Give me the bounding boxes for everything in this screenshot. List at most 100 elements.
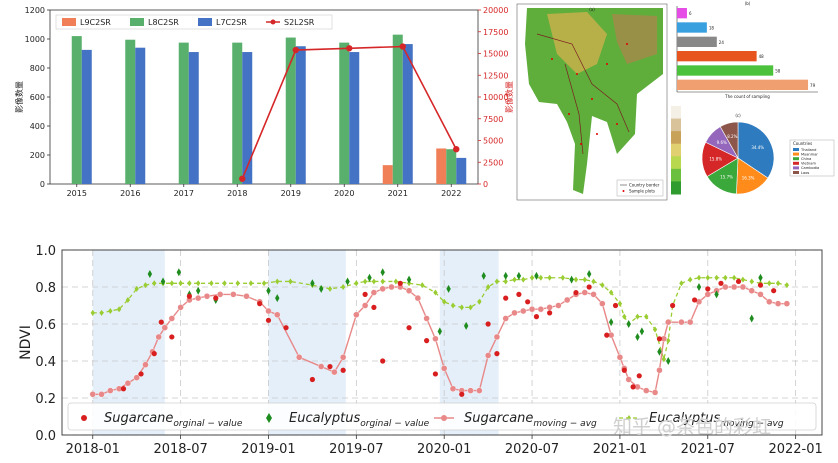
point-sugarcane-original <box>169 334 175 340</box>
point-eucalyptus-original <box>160 277 166 286</box>
point-eucalyptus-avg <box>560 274 566 281</box>
point-sugarcane-avg <box>216 291 224 298</box>
map-legend-label: Sample plots <box>629 189 655 194</box>
point-eucalyptus-avg <box>731 274 737 281</box>
point-sugarcane-avg <box>511 309 518 317</box>
point-sugarcane-original <box>327 363 333 370</box>
point-eucalyptus-original <box>503 271 508 280</box>
bar-L7C2SR <box>81 49 92 184</box>
point-eucalyptus-original <box>481 271 486 280</box>
point-eucalyptus-avg <box>477 298 482 305</box>
y-tick-label: 800 <box>30 64 45 73</box>
point-eucalyptus-avg <box>538 274 544 281</box>
point-sugarcane-avg <box>546 304 553 311</box>
pie-slice-label: 8.2% <box>727 134 737 139</box>
point-sugarcane-avg <box>581 289 588 296</box>
point-sugarcane-original <box>604 332 610 338</box>
plot-frame <box>61 249 823 436</box>
point-eucalyptus-avg <box>362 278 368 285</box>
hbar <box>677 36 717 47</box>
map-panel-label: (a) <box>589 7 595 12</box>
pie-legend-swatch <box>793 166 799 170</box>
y-tick-label: 0.6 <box>35 318 56 333</box>
point-eucalyptus-avg <box>261 280 267 287</box>
pie-legend-label: Vietnam <box>801 162 816 166</box>
hbar-value: 18 <box>709 26 715 31</box>
point-sugarcane-avg <box>265 307 272 315</box>
point-eucalyptus-original <box>749 314 754 323</box>
point-sugarcane-original <box>718 280 724 286</box>
map-legend-box <box>616 179 664 197</box>
point-sugarcane-avg <box>194 294 202 302</box>
point-eucalyptus-original <box>266 286 271 295</box>
point-sugarcane-original <box>158 319 164 325</box>
y2-tick-label: 15000 <box>483 50 508 59</box>
y2-tick-label: 20000 <box>483 6 508 15</box>
point-sugarcane-original <box>621 367 627 373</box>
elevation-colorbar-segment <box>671 181 681 195</box>
y-tick-label: 1200 <box>25 6 45 15</box>
legend-swatch <box>627 415 631 421</box>
point-sugarcane-avg <box>651 389 659 396</box>
point-sugarcane-original <box>485 321 491 327</box>
point-eucalyptus-avg <box>393 278 399 285</box>
point-eucalyptus-avg <box>99 309 104 316</box>
y-tick-label: 0.0 <box>35 429 56 444</box>
point-sugarcane-original <box>340 367 346 373</box>
pie-legend-label: Cambodia <box>801 166 819 170</box>
point-sugarcane-original <box>494 351 500 357</box>
point-sugarcane-avg <box>704 291 711 298</box>
point-sugarcane-avg <box>98 391 105 398</box>
point-sugarcane-avg <box>687 318 694 326</box>
point-eucalyptus-avg <box>380 278 385 285</box>
point-eucalyptus-original <box>534 271 539 280</box>
point-sugarcane-avg <box>774 300 782 307</box>
point-eucalyptus-original <box>714 290 719 299</box>
legend-label: Eucalyptusmoving − avg <box>649 411 784 429</box>
point-eucalyptus-avg <box>134 285 139 292</box>
point-eucalyptus-avg <box>420 282 425 289</box>
point-eucalyptus-original <box>516 271 522 280</box>
point-eucalyptus-avg <box>591 278 596 285</box>
bar-L9C2SR <box>382 165 393 184</box>
point-sugarcane-avg <box>361 302 369 309</box>
point-eucalyptus-original <box>657 347 662 356</box>
pie-slice <box>719 121 739 160</box>
point-eucalyptus-avg <box>485 284 491 290</box>
point-sugarcane-avg <box>243 293 250 300</box>
point-sugarcane-original <box>186 293 192 299</box>
point-eucalyptus-avg <box>635 313 640 320</box>
map-border <box>536 33 630 133</box>
y-tick-label: 400 <box>30 122 45 131</box>
point-eucalyptus-avg <box>222 280 227 287</box>
y-tick-label: 1000 <box>25 35 45 44</box>
map-sample-plot <box>616 123 618 125</box>
point-eucalyptus-avg <box>529 274 535 281</box>
point-sugarcane-avg <box>296 354 303 361</box>
pie-slice-label: 15.7% <box>720 175 733 180</box>
bar-L8C2SR <box>71 36 82 184</box>
point-eucalyptus-avg <box>666 337 671 344</box>
pie-legend-label: Laos <box>801 171 809 175</box>
hbar-x-axis-label: The count of sampling <box>724 94 770 99</box>
pie-slice-label: 9.6% <box>717 140 727 145</box>
point-eucalyptus-avg <box>143 282 148 289</box>
point-eucalyptus-avg <box>688 276 693 283</box>
point-sugarcane-avg <box>274 311 281 318</box>
point-eucalyptus-avg <box>178 280 183 287</box>
horizontal-bar-chart: 6 18 24 48 58 79 (b) The count of sampling <box>676 1 818 99</box>
pie-legend-label: Myanmar <box>801 152 818 156</box>
point-eucalyptus-original <box>586 270 592 279</box>
y-tick-label: 600 <box>30 93 45 102</box>
x-tick-label: 2019 <box>281 189 301 198</box>
x-tick-label: 2018-07 <box>153 442 207 457</box>
point-eucalyptus-original <box>608 318 614 327</box>
point-sugarcane-original <box>424 338 430 344</box>
point-eucalyptus-avg <box>547 274 552 281</box>
point-sugarcane-original <box>705 286 711 292</box>
y-tick-label: 0 <box>40 180 45 189</box>
point-eucalyptus-avg <box>209 280 214 287</box>
bar-L7C2SR <box>456 157 467 184</box>
